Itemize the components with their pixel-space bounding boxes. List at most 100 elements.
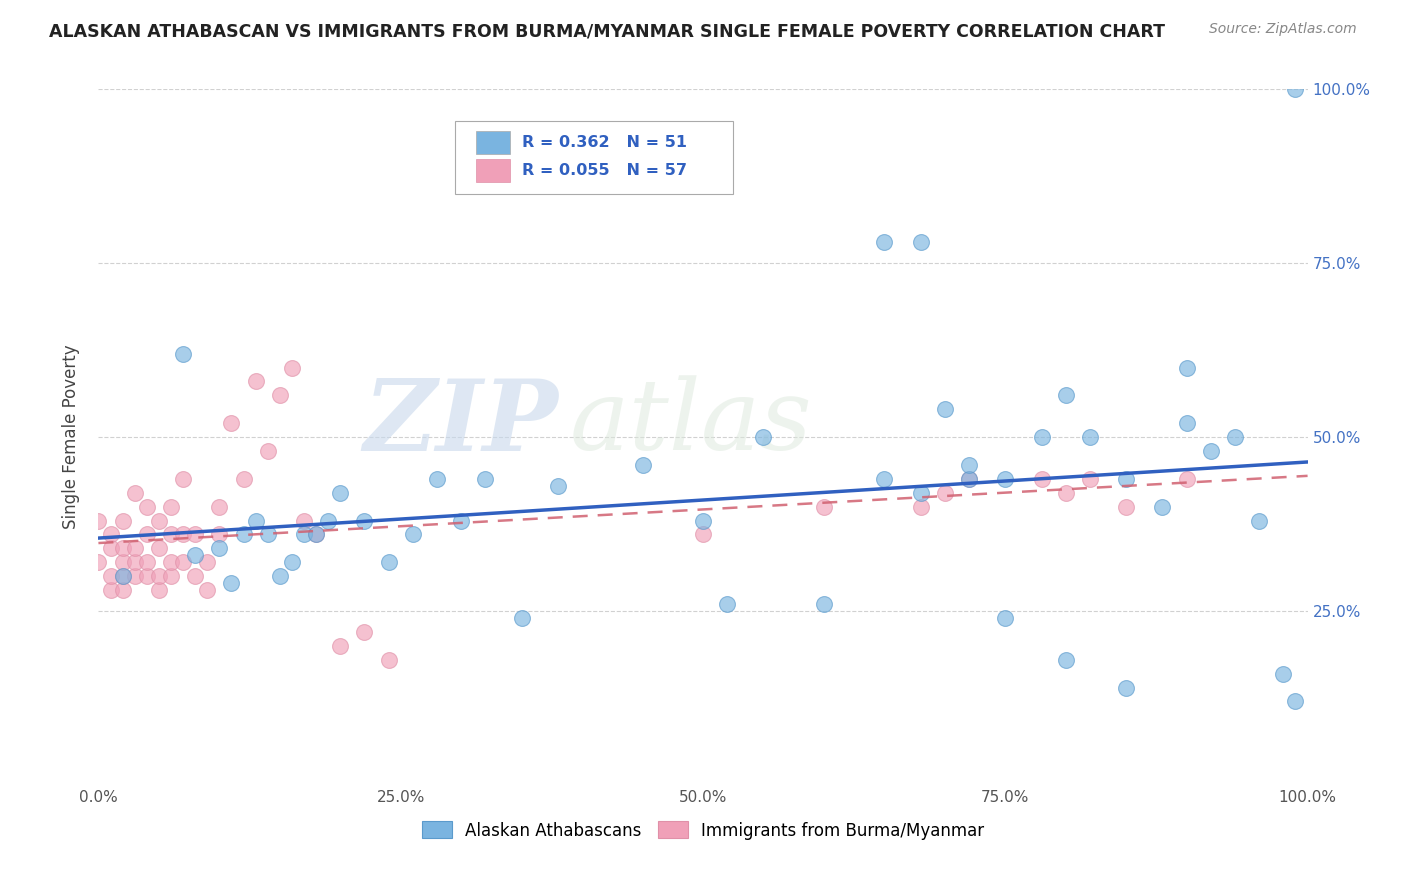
Point [195, 555, 218, 569]
Point [1223, 430, 1246, 444]
Point [172, 472, 194, 486]
Point [1272, 666, 1295, 681]
Point [1175, 360, 1198, 375]
Point [1284, 82, 1306, 96]
Point [111, 541, 134, 556]
Point [450, 514, 472, 528]
Point [124, 555, 146, 569]
Point [148, 569, 170, 583]
Point [353, 624, 375, 639]
Point [111, 569, 134, 583]
Point [221, 576, 243, 591]
Point [1284, 694, 1306, 708]
Point [232, 527, 254, 541]
Text: R = 0.362   N = 51: R = 0.362 N = 51 [522, 135, 686, 150]
Point [402, 527, 425, 541]
Text: ALASKAN ATHABASCAN VS IMMIGRANTS FROM BURMA/MYANMAR SINGLE FEMALE POVERTY CORREL: ALASKAN ATHABASCAN VS IMMIGRANTS FROM BU… [49, 22, 1166, 40]
Point [426, 472, 449, 486]
Point [184, 527, 207, 541]
Point [111, 555, 134, 569]
Point [245, 375, 267, 389]
Point [910, 235, 932, 250]
Point [148, 583, 170, 598]
Point [873, 472, 896, 486]
Point [692, 514, 714, 528]
Point [1031, 430, 1053, 444]
Text: ZIP: ZIP [363, 375, 558, 471]
Point [910, 500, 932, 514]
Point [184, 569, 207, 583]
Point [172, 346, 194, 360]
Point [873, 235, 896, 250]
Point [329, 485, 352, 500]
Point [208, 500, 231, 514]
Point [232, 472, 254, 486]
Point [111, 569, 134, 583]
Point [1175, 472, 1198, 486]
Point [148, 514, 170, 528]
Point [994, 472, 1017, 486]
FancyBboxPatch shape [456, 120, 734, 194]
Point [269, 388, 291, 402]
Point [100, 541, 122, 556]
Point [184, 549, 207, 563]
Point [305, 527, 328, 541]
Point [269, 569, 291, 583]
Point [160, 500, 183, 514]
Point [631, 458, 654, 472]
Point [148, 541, 170, 556]
Point [124, 485, 146, 500]
Point [752, 430, 775, 444]
Point [1078, 430, 1101, 444]
Point [111, 583, 134, 598]
Point [305, 527, 328, 541]
Point [692, 527, 714, 541]
Point [281, 360, 304, 375]
Point [934, 485, 956, 500]
Point [172, 527, 194, 541]
Point [1249, 514, 1271, 528]
Point [256, 527, 278, 541]
Point [208, 527, 231, 541]
Point [1152, 500, 1174, 514]
Point [172, 555, 194, 569]
Point [245, 514, 267, 528]
Point [547, 479, 569, 493]
Point [135, 500, 157, 514]
Point [221, 416, 243, 430]
Legend: Alaskan Athabascans, Immigrants from Burma/Myanmar: Alaskan Athabascans, Immigrants from Bur… [415, 814, 991, 847]
Text: Source: ZipAtlas.com: Source: ZipAtlas.com [1209, 22, 1357, 37]
Point [957, 472, 980, 486]
Point [957, 458, 980, 472]
Point [716, 597, 738, 611]
Point [256, 444, 278, 458]
Point [1078, 472, 1101, 486]
Point [813, 500, 835, 514]
Point [160, 569, 183, 583]
Point [1115, 681, 1137, 695]
Point [124, 569, 146, 583]
Point [292, 514, 315, 528]
Point [510, 611, 533, 625]
Text: atlas: atlas [569, 376, 813, 471]
Point [100, 527, 122, 541]
Point [316, 514, 339, 528]
FancyBboxPatch shape [475, 131, 509, 154]
Point [957, 472, 980, 486]
Point [124, 541, 146, 556]
Point [87, 555, 110, 569]
Point [910, 485, 932, 500]
Point [135, 569, 157, 583]
Point [281, 555, 304, 569]
FancyBboxPatch shape [475, 159, 509, 182]
Point [195, 583, 218, 598]
Point [87, 514, 110, 528]
Point [353, 514, 375, 528]
Point [111, 514, 134, 528]
Point [1031, 472, 1053, 486]
Text: R = 0.055   N = 57: R = 0.055 N = 57 [522, 162, 686, 178]
Point [994, 611, 1017, 625]
Point [160, 555, 183, 569]
Point [1054, 388, 1077, 402]
Point [292, 527, 315, 541]
